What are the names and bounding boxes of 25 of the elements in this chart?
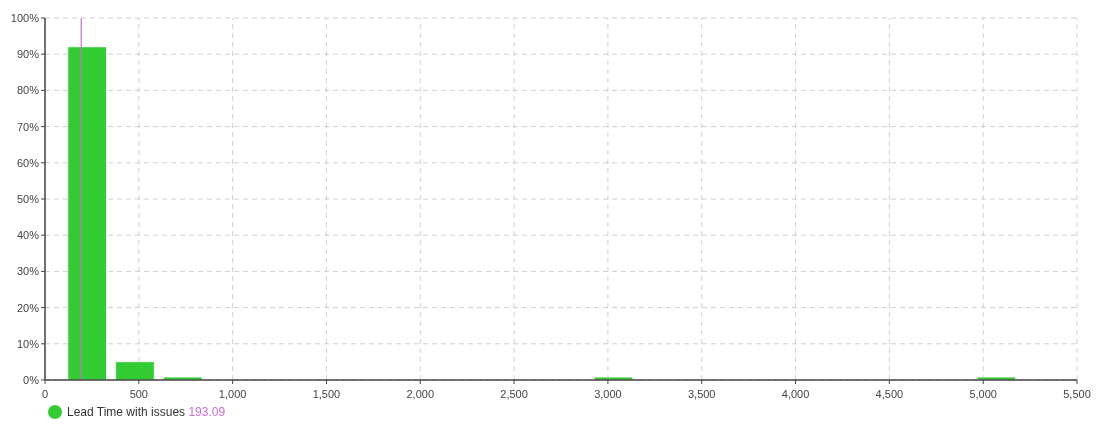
x-tick-label: 4,000 (781, 388, 810, 400)
x-tick-label: 2,000 (406, 388, 435, 400)
y-tick-label: 50% (16, 193, 40, 205)
y-tick-label: 30% (16, 265, 40, 278)
x-tick-label: 2,500 (500, 388, 528, 400)
y-tick-label: 90% (16, 48, 40, 61)
x-tick-label: 4,500 (875, 388, 904, 400)
legend-label: Lead Time with issues (67, 405, 186, 419)
x-tick-label: 5,500 (1063, 388, 1091, 400)
x-tick-label: 1,000 (218, 388, 247, 400)
x-tick-label: 1,500 (312, 388, 341, 400)
y-tick-label: 100% (10, 12, 40, 24)
y-tick-label: 20% (16, 301, 40, 314)
y-tick-label: 60% (16, 156, 40, 169)
x-tick-label: 3,000 (594, 388, 622, 400)
y-tick-label: 70% (16, 120, 40, 133)
y-tick-label: 10% (16, 337, 40, 350)
y-tick-label: 40% (16, 229, 40, 242)
x-tick-label: 500 (129, 388, 148, 400)
y-tick-label: 80% (16, 84, 40, 97)
x-tick-label: 0 (41, 388, 49, 400)
x-tick-label: 5,000 (969, 388, 997, 400)
x-tick-label: 3,500 (687, 388, 716, 400)
y-tick-label: 0% (23, 374, 40, 386)
ref-line-label: 193.09 (185, 405, 226, 419)
